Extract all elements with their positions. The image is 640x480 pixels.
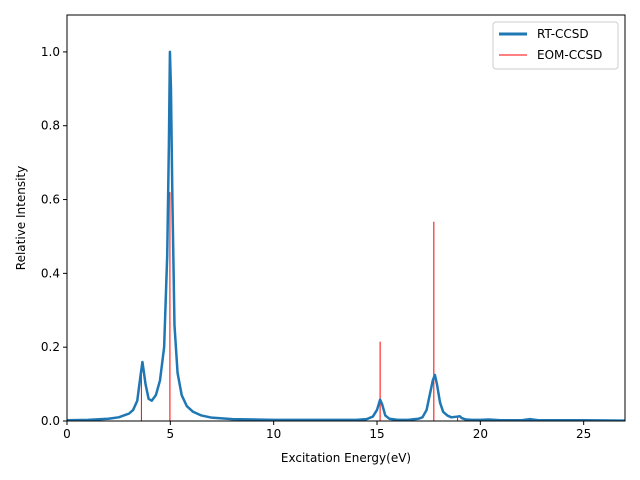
y-tick-label: 0.8: [41, 119, 60, 133]
x-tick-label: 15: [369, 427, 384, 441]
y-tick-label: 1.0: [41, 45, 60, 59]
y-tick-label: 0.2: [41, 340, 60, 354]
eom-ccsd-series: [140, 192, 459, 421]
x-axis: 0 5 10 15 20 25: [63, 421, 591, 441]
x-tick-label: 5: [167, 427, 175, 441]
x-tick-label: 0: [63, 427, 71, 441]
legend-label-eom-ccsd: EOM-CCSD: [537, 48, 602, 62]
y-tick-label: 0.0: [41, 414, 60, 428]
plot-frame: [66, 14, 626, 422]
x-tick-label: 20: [473, 427, 488, 441]
x-tick-label: 10: [266, 427, 281, 441]
y-tick-label: 0.4: [41, 266, 60, 280]
legend-label-rt-ccsd: RT-CCSD: [537, 27, 589, 41]
x-axis-label: Excitation Energy(eV): [281, 451, 411, 465]
rt-ccsd-line: [67, 50, 625, 421]
plot-area: [67, 15, 625, 421]
y-axis-label: Relative Intensity: [14, 166, 28, 270]
y-tick-label: 0.6: [41, 193, 60, 207]
x-tick-label: 25: [576, 427, 591, 441]
rt-ccsd-series: [67, 50, 625, 421]
legend: RT-CCSD EOM-CCSD: [492, 21, 619, 70]
y-axis: 0.0 0.2 0.4 0.6 0.8 1.0: [41, 45, 67, 428]
